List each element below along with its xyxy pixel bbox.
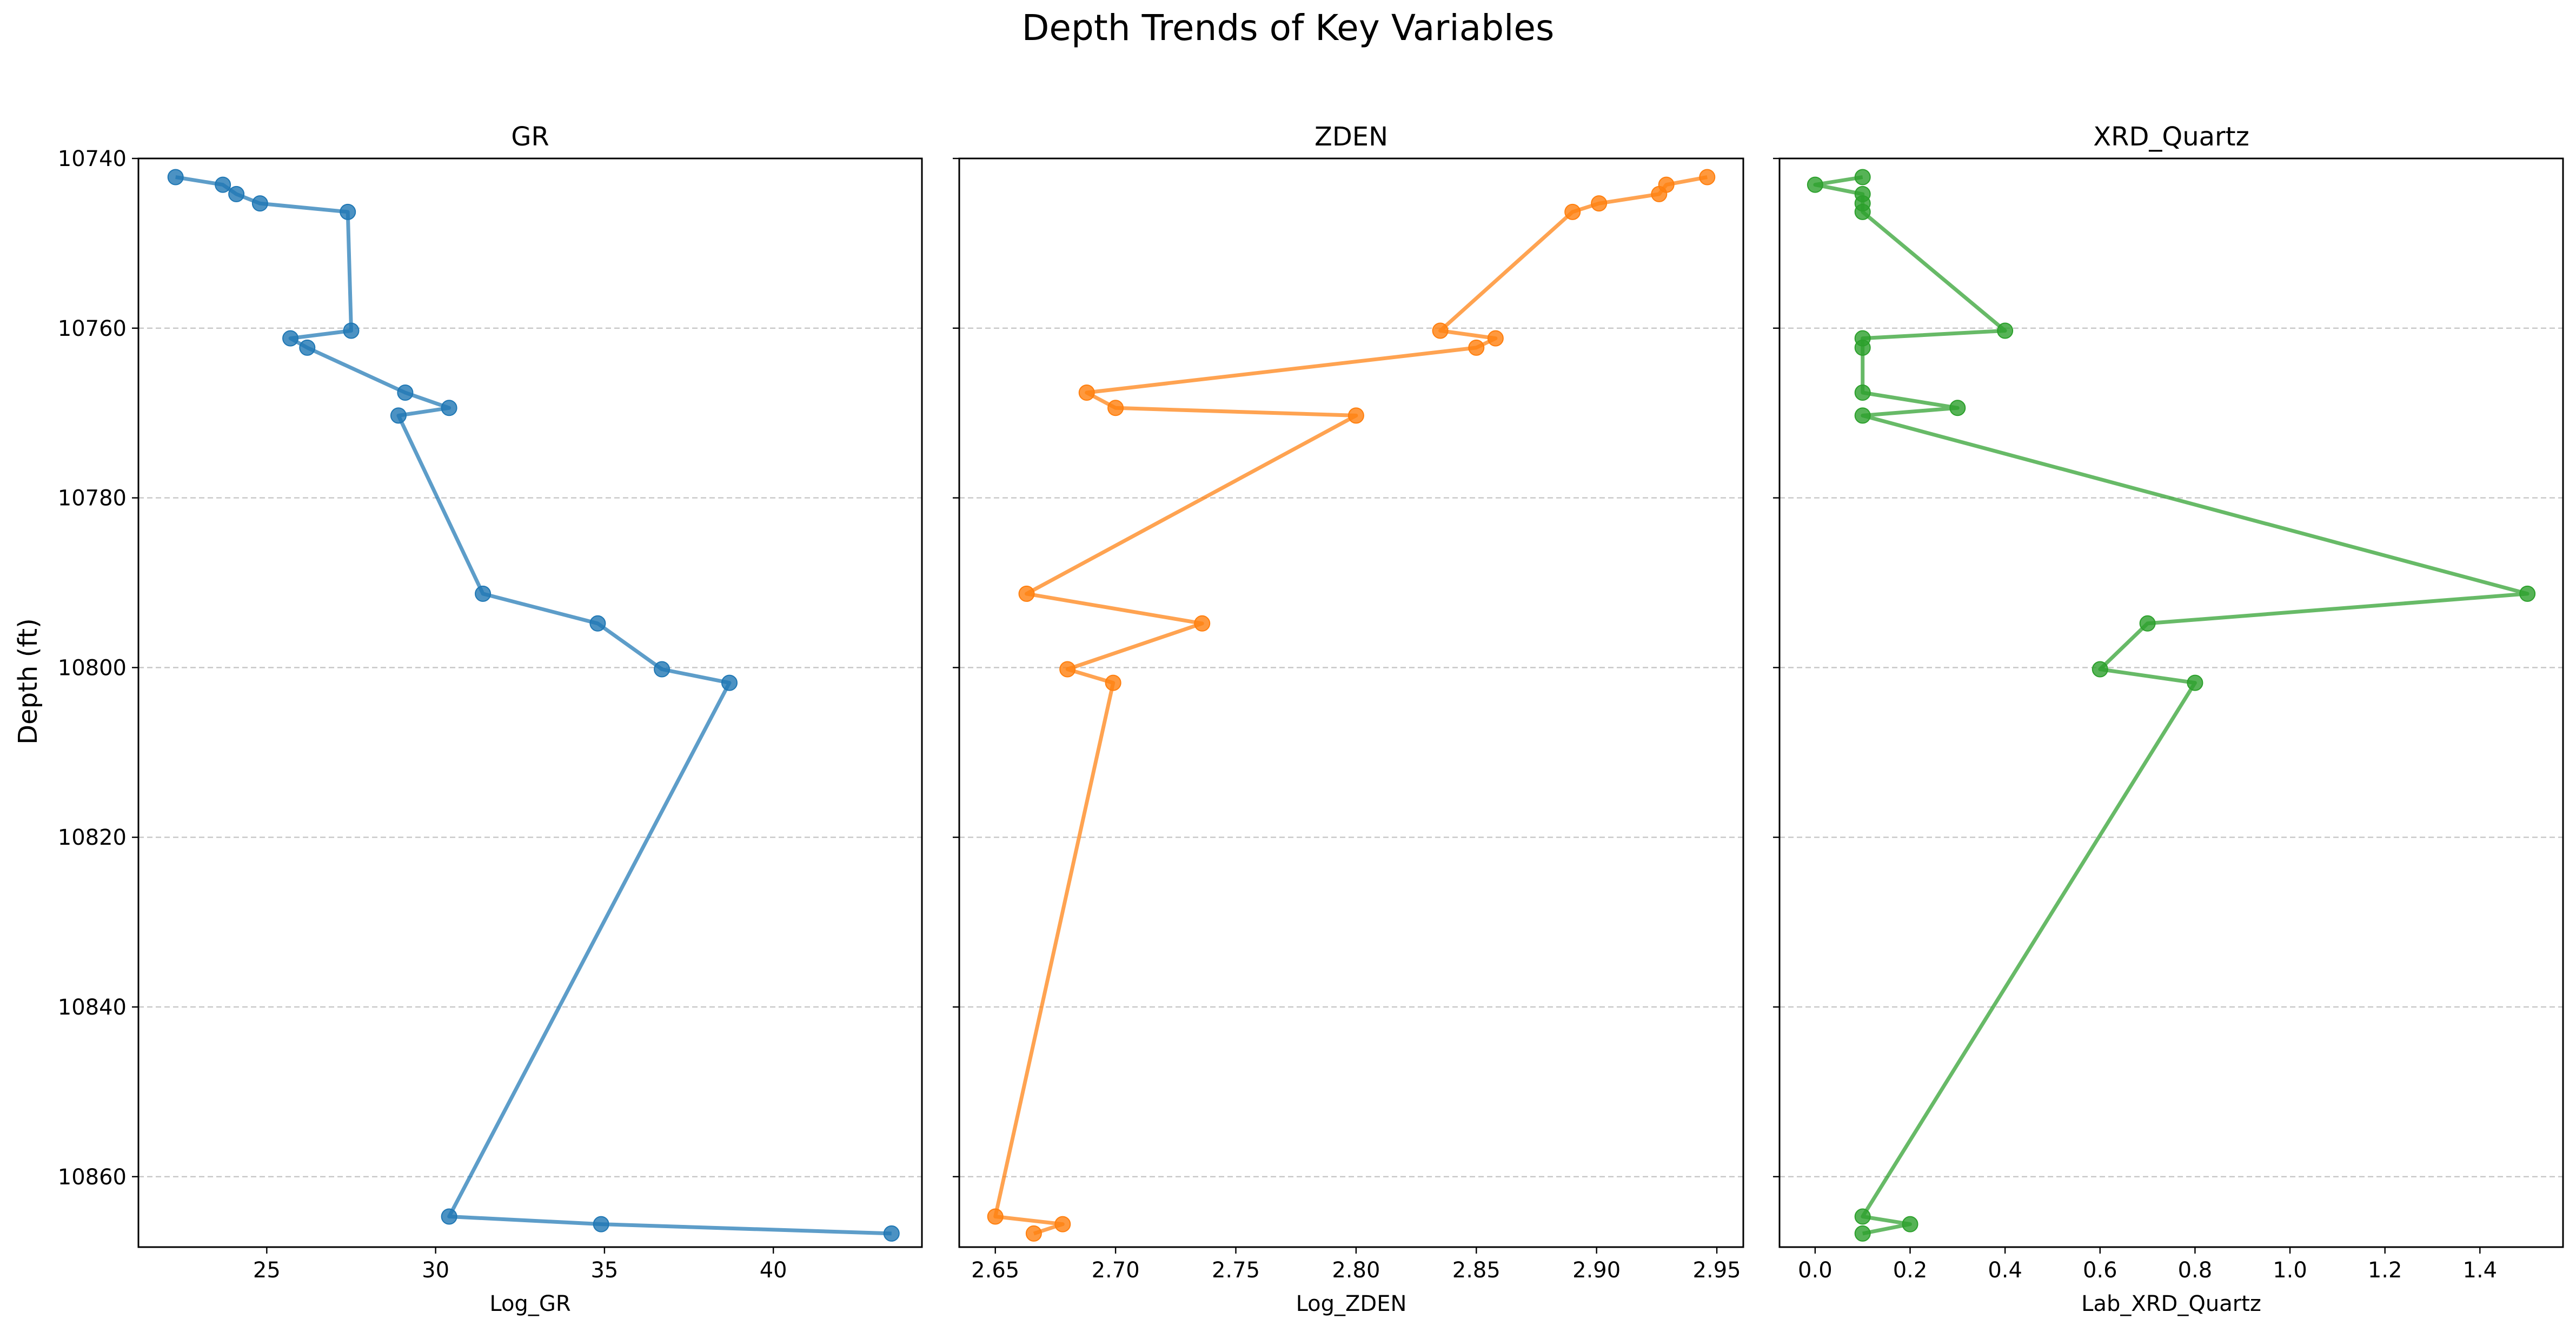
xrd-quartz-data-point <box>1997 322 2014 339</box>
gr-data-point <box>883 1225 900 1242</box>
gr-data-point <box>282 330 299 347</box>
gr-data-point <box>167 169 184 185</box>
zden-data-point <box>1432 322 1449 339</box>
xrd-quartz-x-tick-label: 0.2 <box>1893 1258 1928 1283</box>
gr-data-point <box>299 339 316 356</box>
y-tick-label: 10860 <box>58 1165 127 1190</box>
gr-x-tick-label: 30 <box>422 1258 449 1283</box>
y-tick-label: 10840 <box>58 995 127 1020</box>
panel-xrd-quartz: 0.0 0.2 0.4 0.6 0.8 1.0 1.2 1.4 XRD_Quartz Lab_XR… <box>1773 122 2564 1316</box>
zden-x-tick-label: 2.95 <box>1693 1258 1741 1283</box>
xrd-quartz-data-point <box>1854 407 1871 424</box>
zden-data-point <box>1078 385 1095 401</box>
zden-panel-title: ZDEN <box>1314 122 1388 152</box>
gr-data-point <box>340 203 356 220</box>
panel-zden: 2.65 2.70 2.75 2.80 2.85 2.90 2.95 ZDEN Log_ZDEN <box>953 122 1744 1316</box>
xrd-quartz-data-point <box>1854 169 1871 185</box>
xrd-quartz-data-point <box>2187 674 2203 691</box>
xrd-quartz-x-tick-label: 1.2 <box>2368 1258 2402 1283</box>
xrd-quartz-x-tick-label: 0.8 <box>2178 1258 2213 1283</box>
zden-data-point <box>1468 339 1485 356</box>
zden-data-point <box>1105 674 1121 691</box>
y-tick-label: 10780 <box>58 486 127 511</box>
xrd-quartz-data-point <box>1854 385 1871 401</box>
gr-data-point <box>441 1208 457 1225</box>
zden-data-point <box>1487 330 1504 347</box>
zden-data-point <box>1054 1216 1071 1232</box>
gr-data-point <box>251 195 268 212</box>
xrd-quartz-x-tick-label: 1.0 <box>2273 1258 2307 1283</box>
zden-data-point <box>1025 1225 1042 1242</box>
xrd-quartz-x-tick-label: 0.0 <box>1798 1258 1833 1283</box>
gr-x-axis-label: Log_GR <box>489 1291 570 1316</box>
xrd-quartz-data-point <box>1902 1216 1918 1232</box>
gr-data-point <box>390 407 407 424</box>
y-tick-label: 10740 <box>58 147 127 171</box>
xrd-quartz-x-tick-label: 0.4 <box>1988 1258 2022 1283</box>
xrd-quartz-x-axis-label: Lab_XRD_Quartz <box>2081 1291 2261 1316</box>
zden-axes-frame <box>958 157 1744 1248</box>
gr-x-tick-label: 35 <box>590 1258 618 1283</box>
zden-data-point <box>1651 185 1668 202</box>
zden-data-point <box>1347 407 1364 424</box>
gr-axes-frame <box>137 157 923 1248</box>
xrd-quartz-axes-frame <box>1778 157 2564 1248</box>
xrd-quartz-x-tick-label: 1.4 <box>2463 1258 2498 1283</box>
zden-data-point <box>1591 195 1608 212</box>
zden-x-tick-label: 2.75 <box>1212 1258 1260 1283</box>
zden-x-tick-label: 2.80 <box>1332 1258 1380 1283</box>
zden-data-point <box>987 1208 1004 1225</box>
gr-x-tick-label: 40 <box>760 1258 787 1283</box>
xrd-quartz-data-point <box>2519 585 2536 602</box>
figure-title: Depth Trends of Key Variables <box>1022 7 1555 49</box>
xrd-quartz-data-point <box>2139 615 2156 632</box>
xrd-quartz-panel-title: XRD_Quartz <box>2093 122 2249 152</box>
gr-data-point <box>475 585 492 602</box>
y-tick-label: 10760 <box>58 316 127 341</box>
xrd-quartz-x-tick-label: 0.6 <box>2083 1258 2117 1283</box>
xrd-quartz-data-point <box>1854 339 1871 356</box>
gr-data-point <box>589 615 606 632</box>
xrd-quartz-data-point <box>1949 400 1966 416</box>
gr-data-point <box>215 176 231 193</box>
xrd-quartz-data-point <box>1854 203 1871 220</box>
gr-data-point <box>593 1216 609 1232</box>
xrd-quartz-data-point <box>2092 661 2108 678</box>
y-tick-label: 10820 <box>58 825 127 850</box>
shared-y-axis-label: Depth (ft) <box>13 618 43 745</box>
xrd-quartz-data-point <box>1807 176 1823 193</box>
zden-x-tick-label: 2.65 <box>971 1258 1019 1283</box>
xrd-quartz-data-point <box>1854 1208 1871 1225</box>
zden-data-point <box>1194 615 1211 632</box>
gr-data-point <box>397 385 414 401</box>
gr-data-point <box>654 661 670 678</box>
zden-data-point <box>1699 169 1716 185</box>
gr-x-tick-label: 25 <box>253 1258 281 1283</box>
gr-panel-title: GR <box>511 122 549 152</box>
panel-gr: 10740 10760 10780 10800 10820 10840 10860 25 30 3… <box>58 122 923 1316</box>
gr-data-point <box>228 185 245 202</box>
zden-x-tick-label: 2.90 <box>1572 1258 1621 1283</box>
gr-data-point <box>441 400 457 416</box>
y-tick-label: 10800 <box>58 655 127 680</box>
gr-data-point <box>343 322 360 339</box>
gr-data-point <box>721 674 738 691</box>
zden-data-point <box>1059 661 1076 678</box>
zden-data-point <box>1107 400 1124 416</box>
zden-series-line <box>993 175 1708 1236</box>
zden-x-axis-label: Log_ZDEN <box>1296 1291 1407 1316</box>
zden-x-tick-label: 2.85 <box>1452 1258 1501 1283</box>
zden-data-point <box>1564 203 1581 220</box>
zden-data-point <box>1018 585 1035 602</box>
zden-x-tick-label: 2.70 <box>1092 1258 1140 1283</box>
xrd-quartz-data-point <box>1854 1225 1871 1242</box>
